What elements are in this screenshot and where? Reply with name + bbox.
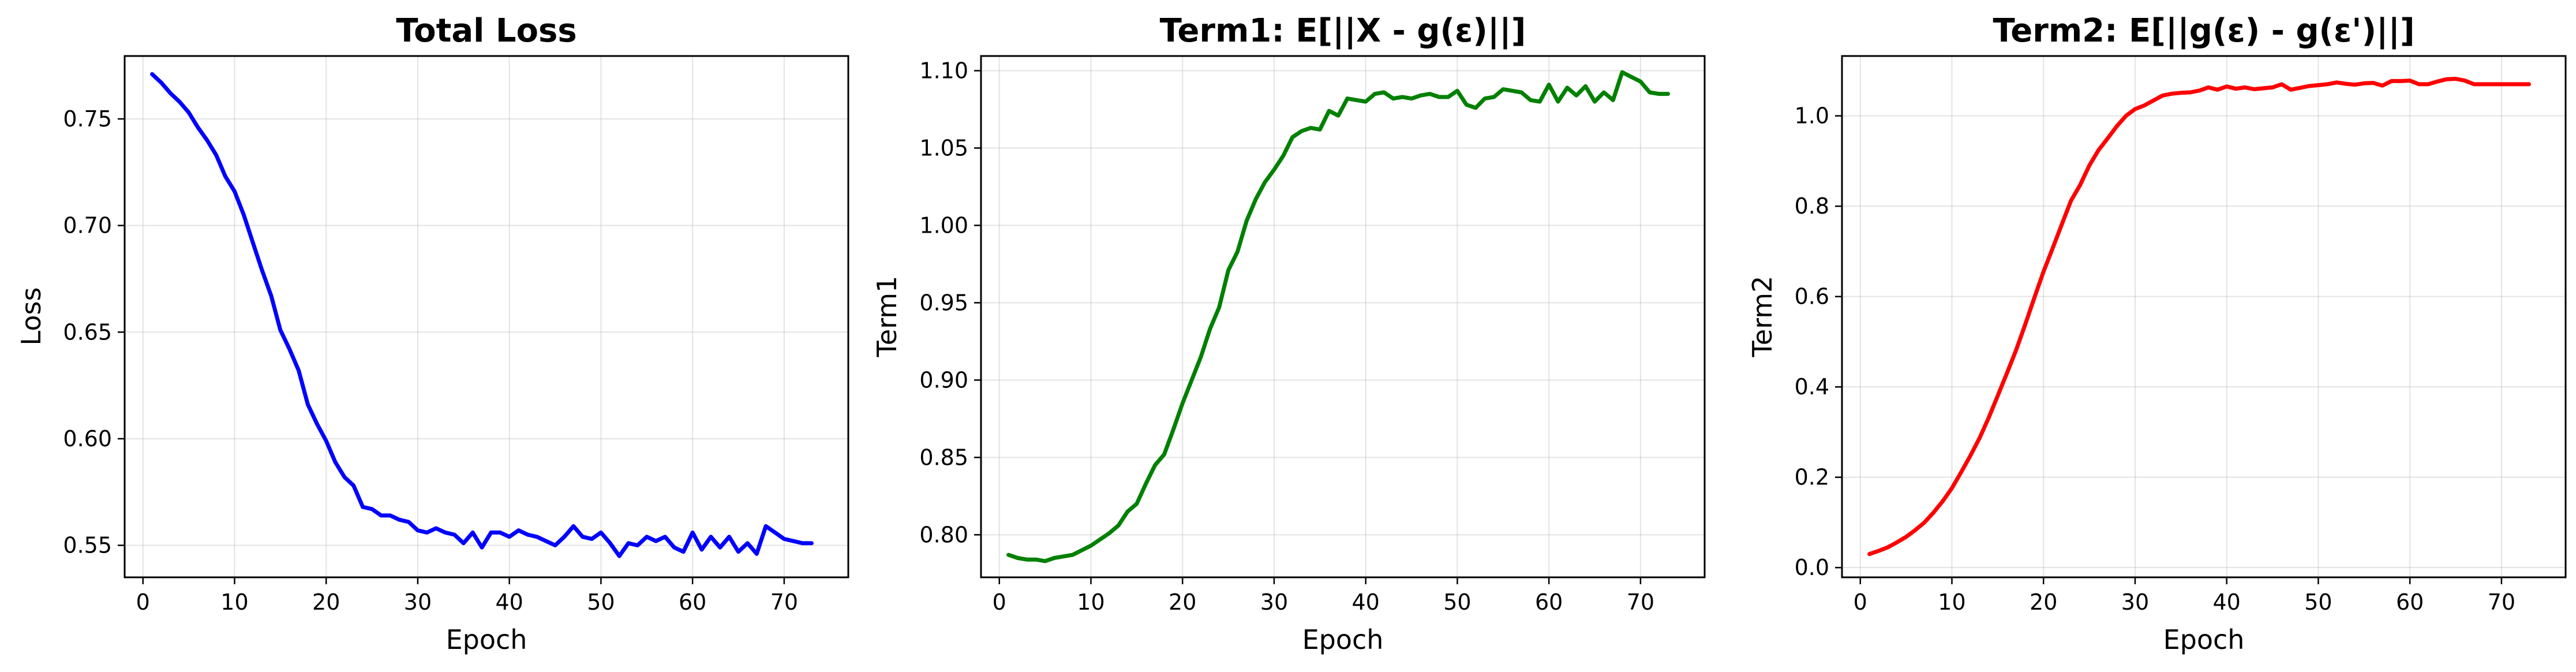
x-tick-label: 0: [136, 589, 150, 615]
series-line: [150, 72, 814, 558]
y-tick-label: 0.0: [1795, 555, 1829, 580]
y-tick-label: 0.6: [1795, 284, 1829, 309]
x-axis-label: Epoch: [2163, 624, 2245, 655]
y-tick-label: 1.10: [919, 58, 968, 83]
x-tick-label: 10: [1938, 589, 1965, 615]
x-tick-label: 20: [1169, 589, 1196, 615]
tick-layer: 0 10 20 30 40 50 60 70 0.55 0.60 0.65 0.70 0.75: [63, 106, 798, 615]
y-tick-label: 0.8: [1795, 193, 1829, 219]
x-tick-label: 60: [2396, 589, 2424, 615]
x-tick-label: 0: [993, 589, 1006, 615]
tick-layer: 0 10 20 30 40 50 60 70 0.80 0.85 0.90 0.95 1.00 1.05 1…: [919, 58, 1654, 615]
y-tick-label: 0.90: [919, 367, 968, 393]
series-line: [1006, 70, 1670, 563]
x-tick-label: 20: [312, 589, 340, 615]
x-axis-label: Epoch: [1302, 624, 1384, 655]
grid-layer: [1842, 56, 2566, 577]
y-axis-label: Loss: [16, 288, 47, 346]
grid-layer: [981, 56, 1705, 577]
x-tick-label: 40: [2213, 589, 2241, 615]
y-tick-label: 1.00: [919, 212, 968, 238]
x-tick-label: 50: [587, 589, 615, 615]
x-tick-label: 70: [2488, 589, 2515, 615]
y-tick-label: 0.2: [1795, 465, 1829, 490]
y-tick-label: 0.60: [63, 426, 112, 451]
series-line: [1867, 77, 2531, 557]
y-tick-label: 0.55: [63, 533, 112, 558]
x-tick-label: 30: [1260, 589, 1288, 615]
y-tick-label: 0.75: [63, 106, 112, 132]
y-tick-label: 0.70: [63, 213, 112, 238]
x-tick-label: 50: [1443, 589, 1471, 615]
x-tick-label: 50: [2304, 589, 2332, 615]
plot-frame: [1841, 55, 2567, 578]
x-tick-label: 30: [2121, 589, 2149, 615]
chart-panel-total-loss: Total Loss 0 10 20 30 40 50 60 70 0.55 0.60 0.65 0.…: [16, 12, 849, 655]
y-tick-label: 1.0: [1795, 103, 1829, 129]
x-axis-label: Epoch: [446, 624, 527, 655]
x-tick-label: 70: [1627, 589, 1654, 615]
x-tick-label: 40: [496, 589, 523, 615]
x-tick-label: 40: [1352, 589, 1380, 615]
y-tick-label: 0.65: [63, 319, 112, 345]
y-tick-label: 1.05: [919, 135, 968, 160]
x-tick-label: 20: [2030, 589, 2057, 615]
y-axis-label: Term2: [1747, 276, 1778, 358]
y-tick-label: 0.4: [1795, 374, 1829, 400]
x-tick-label: 0: [1854, 589, 1867, 615]
x-tick-label: 60: [1535, 589, 1563, 615]
x-tick-label: 10: [220, 589, 248, 615]
chart-panel-term1: Term1: E[||X - g(ε)||] 0 10 20 30 40 50 60 70 0.…: [871, 12, 1706, 655]
grid-layer: [125, 56, 848, 577]
y-tick-label: 0.85: [919, 445, 968, 470]
chart-title: Term2: E[||g(ε) - g(ε')||]: [1993, 12, 2414, 50]
x-tick-label: 30: [404, 589, 432, 615]
plot-frame: [980, 55, 1706, 578]
x-tick-label: 60: [679, 589, 706, 615]
tick-layer: 0 10 20 30 40 50 60 70 0.0 0.2 0.4 0.6 0.8 1.0: [1795, 103, 2516, 615]
chart-title: Term1: E[||X - g(ε)||]: [1160, 12, 1526, 50]
y-tick-label: 0.95: [919, 290, 968, 315]
y-tick-label: 0.80: [919, 522, 968, 547]
y-axis-label: Term1: [871, 276, 903, 358]
chart-panel-term2: Term2: E[||g(ε) - g(ε')||] 0 10 20 30 40 50 60…: [1747, 12, 2567, 655]
x-tick-label: 10: [1077, 589, 1104, 615]
plot-frame: [123, 55, 849, 578]
x-tick-label: 70: [770, 589, 798, 615]
chart-title: Total Loss: [396, 12, 576, 50]
